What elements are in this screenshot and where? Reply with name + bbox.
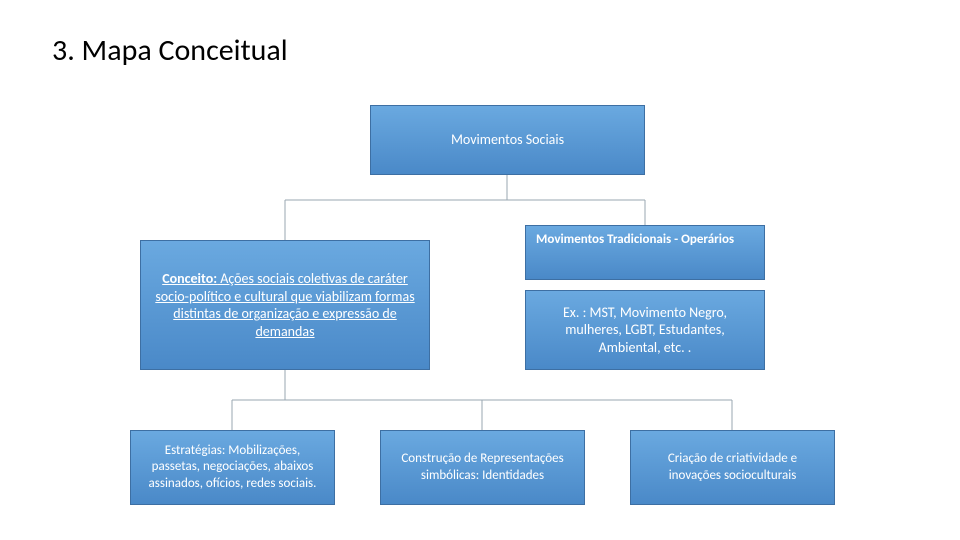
node-criacao: Criação de criatividade e inovações soci… [630,430,835,505]
node-conceito: Conceito: Ações sociais coletivas de car… [140,240,430,370]
node-root-label: Movimentos Sociais [451,131,564,149]
node-conceito-prefix: Conceito: [162,270,217,287]
node-construcao-label: Construção de Representações simbólicas:… [391,451,574,484]
node-mov-trad-label: Movimentos Tradicionais - Operários [536,232,734,248]
node-root: Movimentos Sociais [370,105,645,175]
node-criacao-label: Criação de criatividade e inovações soci… [641,451,824,484]
node-estrategias: Estratégias: Mobilizações, passetas, neg… [130,430,335,505]
node-estrategias-label: Estratégias: Mobilizações, passetas, neg… [141,443,324,492]
node-exemplos-label: Ex. : MST, Movimento Negro, mulheres, LG… [536,304,754,357]
node-mov-trad: Movimentos Tradicionais - Operários [525,225,765,280]
page-title: 3. Mapa Conceitual [52,32,288,69]
node-construcao: Construção de Representações simbólicas:… [380,430,585,505]
node-conceito-label: Conceito: Ações sociais coletivas de car… [151,270,419,340]
node-exemplos: Ex. : MST, Movimento Negro, mulheres, LG… [525,290,765,370]
